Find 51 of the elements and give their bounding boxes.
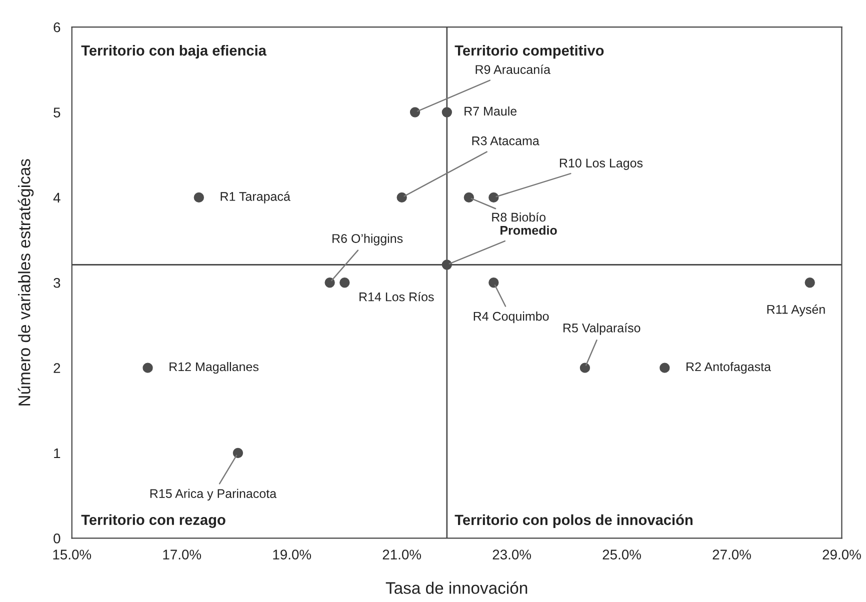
y-tick-label: 6 bbox=[54, 22, 60, 32]
point bbox=[396, 192, 407, 203]
x-tick-label: 21.0% bbox=[382, 550, 422, 560]
annotation: R2 Antofagasta bbox=[686, 362, 771, 374]
y-tick-label: 5 bbox=[54, 108, 60, 118]
annotation: R10 Los Lagos bbox=[560, 158, 643, 170]
x-tick-label: 27.0% bbox=[712, 550, 751, 560]
x-tick-label: 19.0% bbox=[273, 550, 312, 560]
y-tick-label: 1 bbox=[54, 448, 60, 458]
y-tick-label: 4 bbox=[53, 192, 60, 202]
point bbox=[804, 278, 815, 288]
annotation: Territorio con rezago bbox=[81, 514, 226, 528]
point bbox=[488, 192, 499, 203]
annotation: Territorio con baja efiencia bbox=[81, 44, 267, 59]
x-tick-label: 29.0% bbox=[822, 550, 861, 560]
annotation: R11 Aysén bbox=[767, 304, 825, 316]
x-tick-label: 15.0% bbox=[53, 550, 92, 560]
annotation: Territorio con polos de innovación bbox=[454, 514, 692, 528]
annotation: Promedio bbox=[500, 226, 557, 235]
y-tick-label: 3 bbox=[54, 278, 60, 288]
point bbox=[442, 107, 452, 118]
point bbox=[324, 278, 335, 288]
annotation: R4 Coquimbo bbox=[474, 312, 549, 324]
annotation: R1 Tarapacá bbox=[220, 192, 290, 204]
x-tick-label: 23.0% bbox=[492, 550, 532, 560]
annotation: R6 O’higgins bbox=[332, 234, 403, 246]
x-tick-label: 17.0% bbox=[163, 550, 202, 560]
annotation: Territorio competitivo bbox=[454, 44, 604, 59]
annotation: R15 Arica y Parinacota bbox=[150, 488, 277, 500]
point bbox=[464, 192, 474, 203]
annotation: R14 Los Ríos bbox=[360, 292, 434, 302]
annotation: R8 Biobío bbox=[492, 212, 546, 222]
y-tick-label: 2 bbox=[54, 363, 60, 373]
annotation: R5 Valparaíso bbox=[563, 323, 640, 335]
annotation: R3 Atacama bbox=[472, 136, 540, 146]
point bbox=[340, 278, 350, 288]
point bbox=[660, 362, 670, 373]
y-axis-title: Número de variables estratégicas bbox=[18, 159, 34, 406]
point bbox=[488, 278, 499, 288]
point bbox=[194, 192, 204, 203]
point bbox=[232, 448, 244, 458]
annotation: R7 Maule bbox=[464, 106, 517, 116]
annotation: R9 Araucanía bbox=[476, 64, 550, 74]
point bbox=[410, 107, 420, 118]
annotation: R12 Magallanes bbox=[170, 362, 258, 374]
x-axis-title: Tasa de innovación bbox=[386, 581, 528, 594]
point bbox=[142, 362, 153, 373]
x-tick-label: 25.0% bbox=[602, 550, 641, 560]
y-tick-label: 0 bbox=[54, 534, 60, 544]
point bbox=[580, 362, 590, 373]
point bbox=[442, 260, 452, 270]
